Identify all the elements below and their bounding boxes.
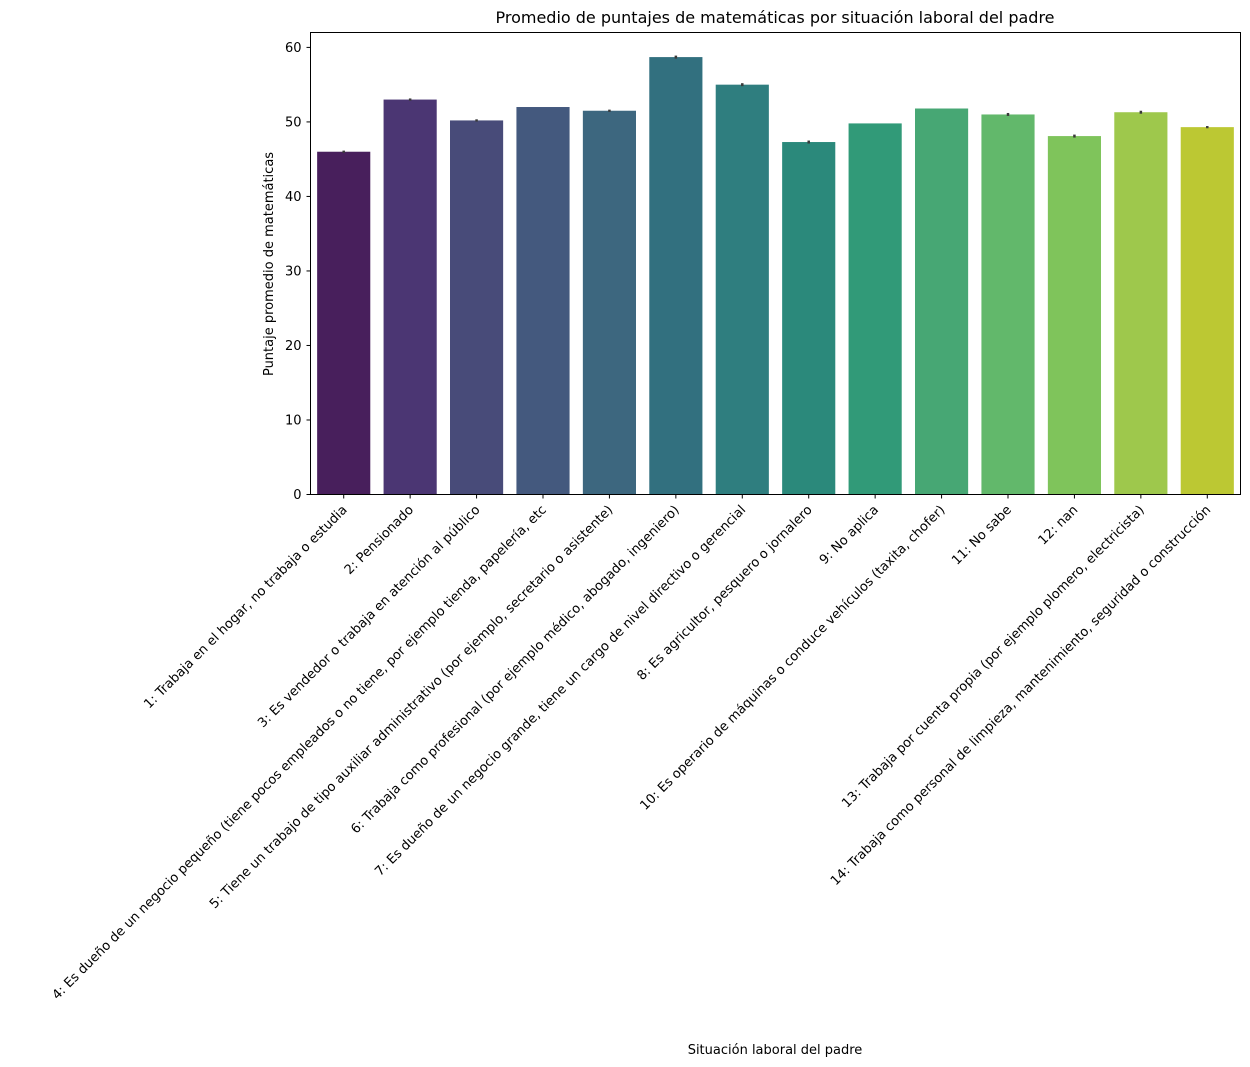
x-axis: 1: Trabaja en el hogar, no trabaja o est… (50, 494, 1214, 1003)
error-bars-group (342, 55, 1209, 153)
x-tick-label-10: 10: Es operario de máquinas o conduce ve… (638, 503, 949, 814)
bar-13 (1114, 112, 1168, 495)
x-tick-label-13: 13: Trabaja por cuenta propia (por ejemp… (839, 503, 1147, 811)
x-tick-label-4: 4: Es dueño de un negocio pequeño (tiene… (50, 503, 550, 1003)
bar-11 (981, 114, 1035, 495)
y-axis: 0 10 20 30 40 50 60 (285, 41, 311, 503)
y-axis-label: Puntaje promedio de matemáticas (262, 152, 277, 376)
y-tick-label-20: 20 (285, 339, 302, 354)
bar-9 (848, 123, 902, 495)
y-tick-label-0: 0 (293, 488, 301, 503)
bar-1 (317, 151, 371, 495)
bar-10 (915, 108, 969, 495)
bar-5 (582, 110, 636, 495)
bars-group (317, 57, 1234, 495)
bar-3 (450, 120, 504, 495)
bar-6 (649, 57, 703, 495)
y-tick-label-30: 30 (285, 264, 302, 279)
x-tick-label-9: 9: No aplica (817, 503, 882, 568)
bar-2 (383, 99, 437, 495)
y-tick-label-10: 10 (285, 413, 302, 428)
bar-14 (1180, 127, 1234, 495)
chart-title: Promedio de puntajes de matemáticas por … (495, 8, 1054, 27)
bar-7 (715, 84, 769, 495)
x-tick-label-3: 3: Es vendedor o trabaja en atención al … (255, 503, 483, 731)
x-tick-label-11: 11: No sabe (949, 503, 1015, 569)
x-tick-label-2: 2: Pensionado (342, 503, 417, 578)
y-tick-label-60: 60 (285, 41, 302, 56)
plot-frame (310, 32, 1241, 495)
bar-4 (516, 107, 570, 495)
x-tick-label-6: 6: Trabaja como profesional (por ejemplo… (348, 503, 682, 837)
x-tick-label-1: 1: Trabaja en el hogar, no trabaja o est… (141, 503, 350, 712)
x-axis-label: Situación laboral del padre (688, 1043, 863, 1058)
y-tick-label-40: 40 (285, 190, 302, 205)
bar-12 (1047, 136, 1101, 495)
bar-8 (782, 142, 836, 495)
y-tick-label-50: 50 (285, 115, 302, 130)
x-tick-label-12: 12: nan (1036, 503, 1082, 549)
